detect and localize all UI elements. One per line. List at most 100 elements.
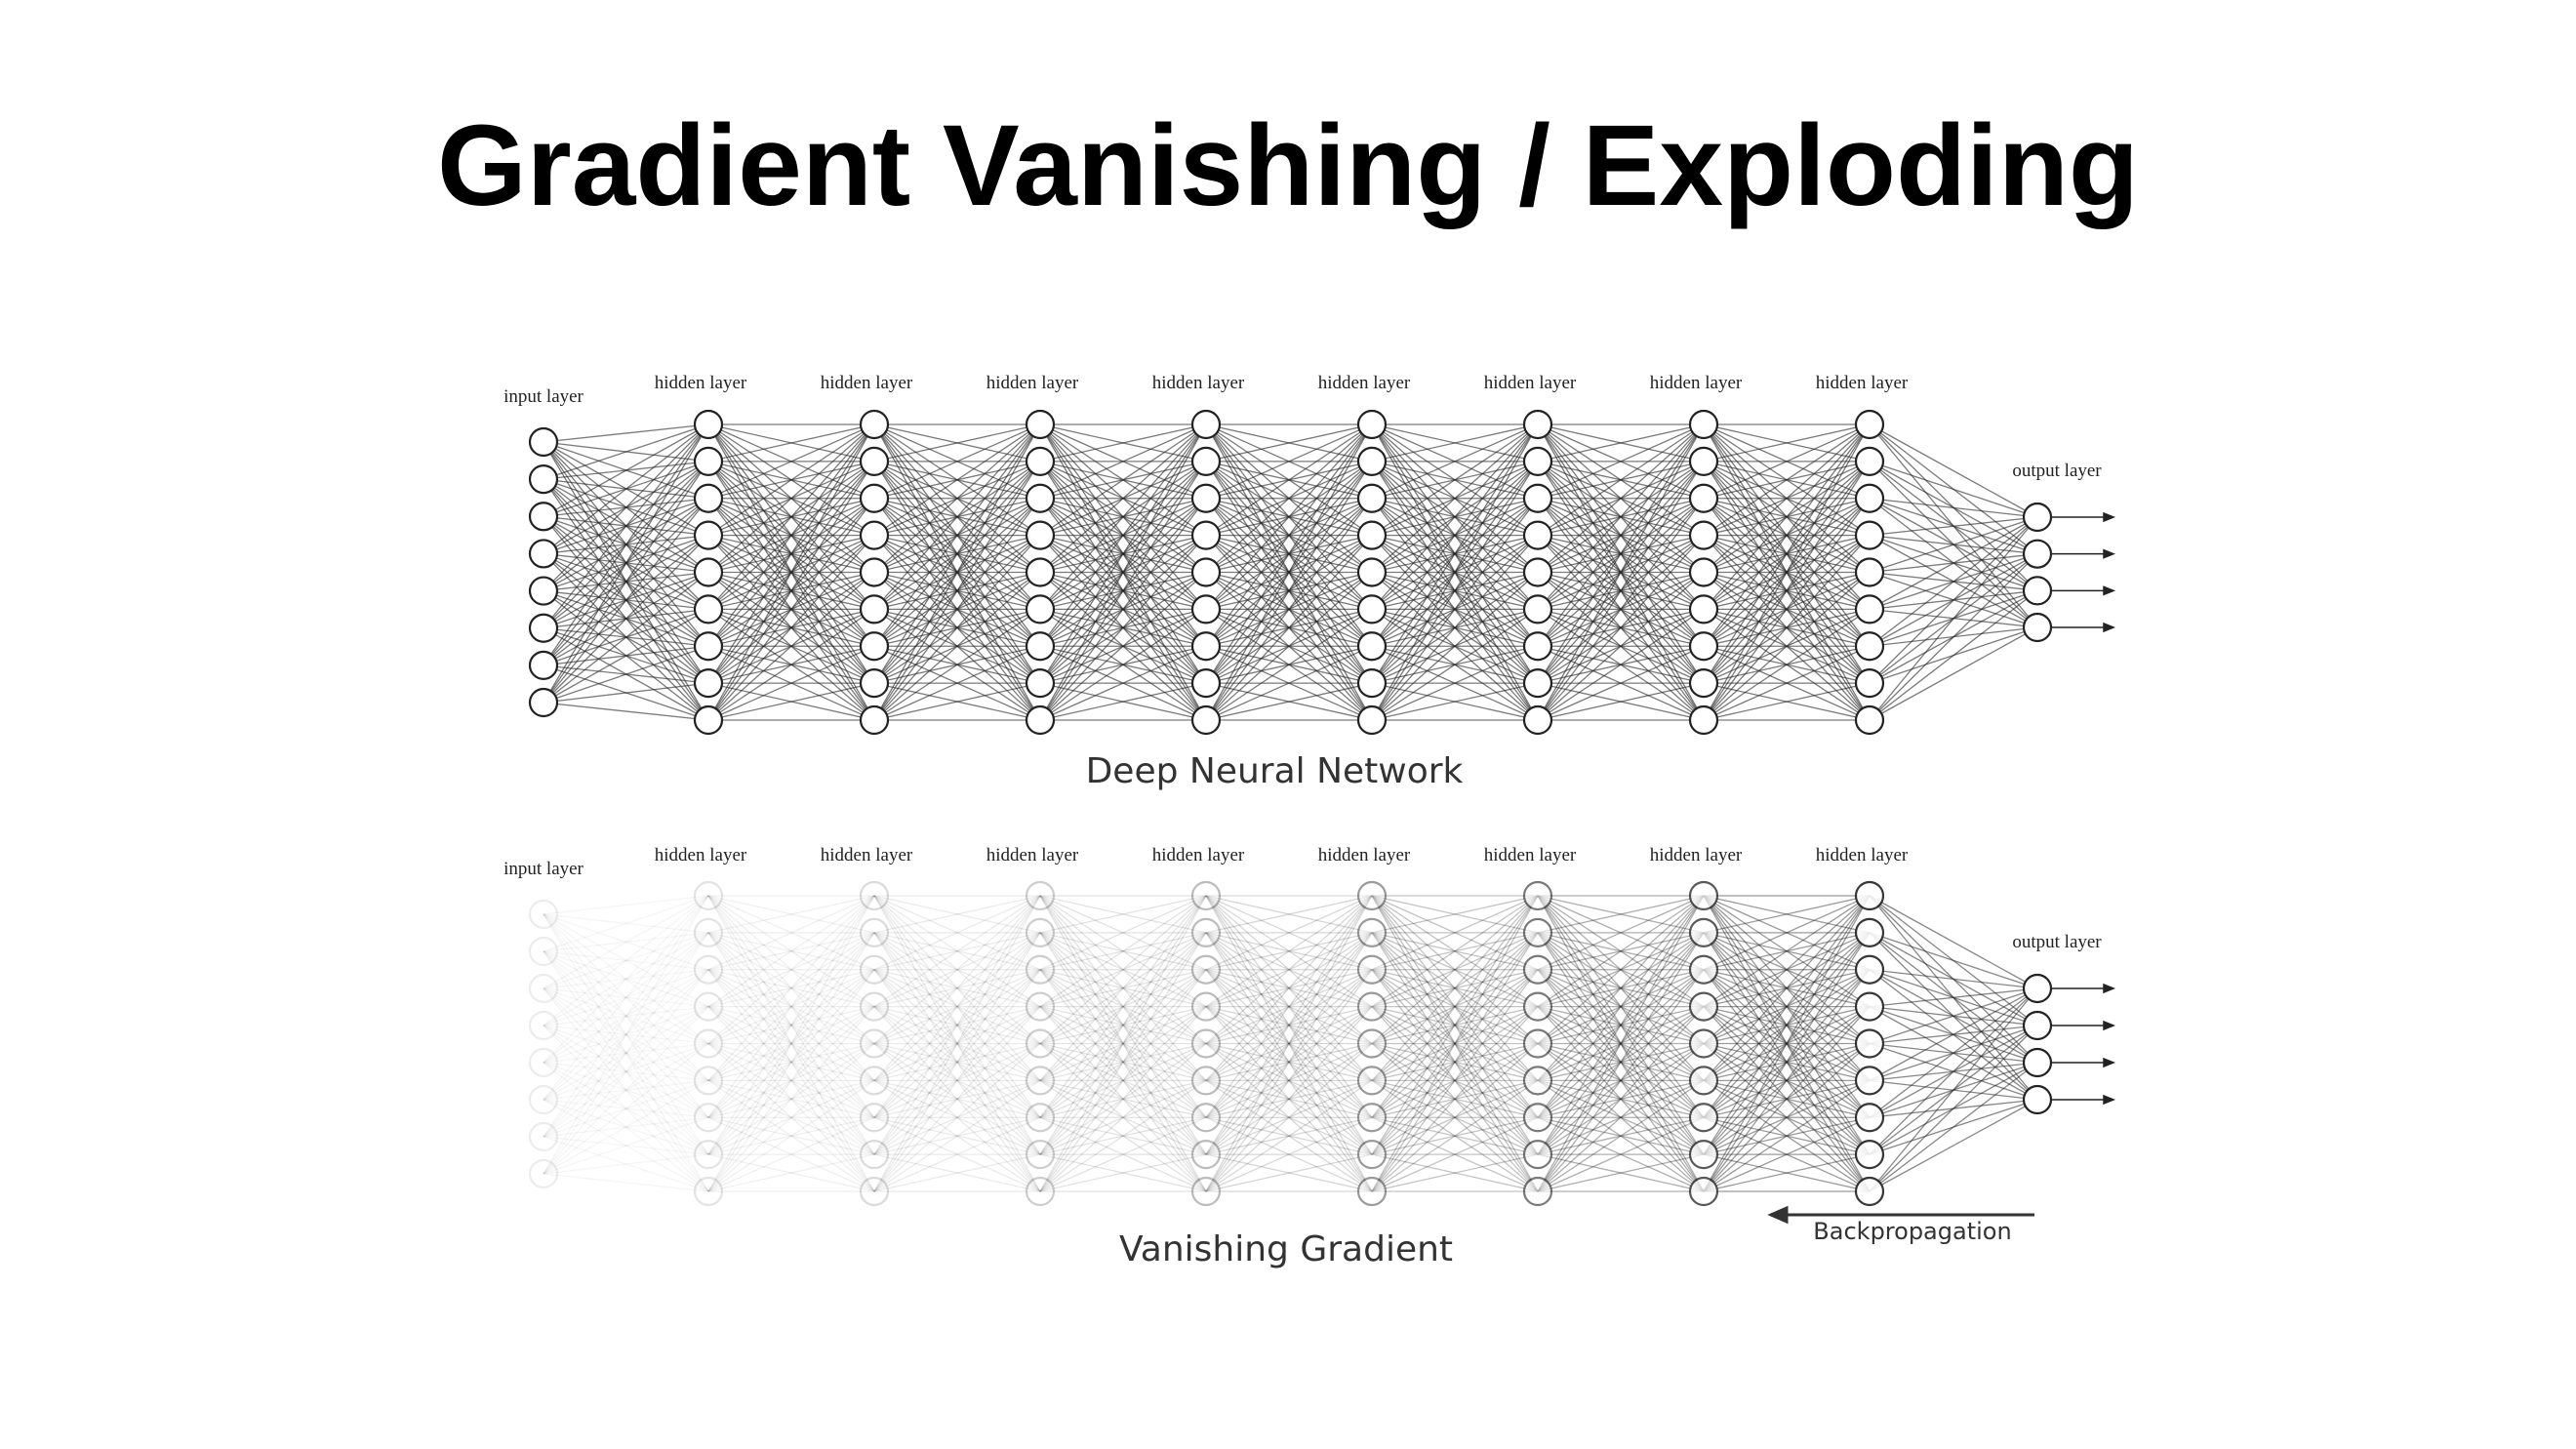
connection-line xyxy=(1205,895,1373,971)
connection-line xyxy=(873,1005,1041,1045)
neuron-node xyxy=(693,668,724,699)
neuron-node xyxy=(1522,917,1553,947)
hidden-layer-nodes xyxy=(1190,880,1222,1207)
connection-line xyxy=(1703,932,1871,1192)
neuron-node xyxy=(1356,704,1388,736)
connection-line xyxy=(1537,969,1705,1081)
connection-line xyxy=(1537,969,1705,1008)
network-caption: Deep Neural Network xyxy=(1086,751,1464,791)
connection-line xyxy=(1039,1005,1207,1045)
connection-line xyxy=(543,423,709,480)
hidden-layer-nodes xyxy=(859,409,890,736)
connection-line xyxy=(1703,1116,1871,1192)
connection-line xyxy=(1205,1042,1373,1082)
connection-line xyxy=(873,932,1041,1045)
connection-line xyxy=(707,1006,875,1081)
connection-line xyxy=(1537,932,1705,1118)
connection-line xyxy=(707,423,875,647)
neuron-node xyxy=(1522,668,1553,699)
connection-line xyxy=(1869,589,2038,721)
connection-line xyxy=(1205,932,1373,1155)
connection-line xyxy=(707,895,875,1192)
output-layer-nodes xyxy=(2022,502,2053,643)
connection-bundle xyxy=(1537,423,1705,721)
connection-line xyxy=(707,1042,875,1082)
neuron-node xyxy=(859,631,890,662)
connection-line xyxy=(1537,572,1705,721)
hidden-layer-label: hidden layer xyxy=(986,845,1079,865)
connection-line xyxy=(1537,608,1705,721)
connection-line xyxy=(1205,969,1373,1081)
connection-line xyxy=(707,1116,875,1192)
connection-line xyxy=(1039,1006,1207,1118)
connection-line xyxy=(1205,1042,1373,1155)
nodes xyxy=(528,409,2053,736)
neuron-node xyxy=(1025,704,1056,736)
connection-line xyxy=(1205,895,1373,1192)
connection-line xyxy=(1205,423,1373,610)
connection-line xyxy=(543,987,709,1155)
connection-line xyxy=(1537,1042,1705,1118)
connection-line xyxy=(707,895,875,1118)
connection-line xyxy=(873,1042,1041,1155)
connection-line xyxy=(1039,423,1207,610)
connection-line xyxy=(707,895,875,934)
connection-line xyxy=(543,969,709,1138)
connection-line xyxy=(873,895,1041,971)
neuron-node xyxy=(693,1066,724,1096)
neuron-node xyxy=(2022,1047,2053,1078)
connection-line xyxy=(1703,895,1871,934)
connection-line xyxy=(1371,1079,1539,1155)
connection-line xyxy=(1537,932,1705,1045)
connection-line xyxy=(1039,1079,1207,1155)
hidden-layer-label: hidden layer xyxy=(1650,373,1743,393)
neuron-node xyxy=(693,557,724,587)
connection-line xyxy=(1205,1043,1373,1192)
connection-line xyxy=(1039,1042,1207,1155)
connection-line xyxy=(1703,932,1871,1192)
neuron-node xyxy=(693,520,724,550)
hidden-layer-nodes xyxy=(859,880,890,1207)
hidden-layer-label: hidden layer xyxy=(655,845,747,865)
connection-line xyxy=(707,423,875,573)
connection-line xyxy=(1537,423,1705,573)
output-arrowhead xyxy=(2103,622,2116,633)
connection-line xyxy=(1371,932,1539,1118)
connection-line xyxy=(1205,1042,1373,1118)
connection-line xyxy=(1039,1006,1207,1192)
connection-line xyxy=(543,1042,709,1101)
connection-line xyxy=(1869,987,2038,1192)
connection-line xyxy=(1371,932,1539,971)
neuron-node xyxy=(1190,1140,1222,1170)
neuron-node xyxy=(1356,880,1388,911)
neuron-node xyxy=(1854,594,1885,624)
connection-line xyxy=(873,1079,1041,1118)
output-arrows xyxy=(2051,983,2116,1106)
neuron-node xyxy=(1854,483,1885,513)
connection-line xyxy=(1039,932,1207,1118)
connection-line xyxy=(1703,895,1871,1008)
neuron-node xyxy=(1190,1066,1222,1096)
connection-line xyxy=(873,895,1041,934)
connection-line xyxy=(707,895,875,1008)
connection-line xyxy=(543,423,709,704)
neuron-node xyxy=(1854,1103,1885,1133)
connection-line xyxy=(1205,1006,1373,1192)
neuron-node xyxy=(1522,954,1553,985)
connection-line xyxy=(707,1042,875,1118)
connection-line xyxy=(1371,1006,1539,1155)
connection-line xyxy=(1703,969,1871,1155)
connection-line xyxy=(873,969,1041,1118)
connection-bundle xyxy=(1703,423,1871,721)
connection-line xyxy=(543,913,709,1192)
connection-line xyxy=(1537,895,1705,1008)
neuron-node xyxy=(1522,483,1553,513)
connection-line xyxy=(1205,1116,1373,1192)
backpropagation-arrowhead xyxy=(1767,1205,1789,1225)
connection-line xyxy=(1371,932,1539,1081)
connection-line xyxy=(1039,1043,1207,1192)
connection-line xyxy=(1205,1006,1373,1155)
connection-line xyxy=(543,535,709,704)
connection-line xyxy=(1205,1153,1373,1192)
